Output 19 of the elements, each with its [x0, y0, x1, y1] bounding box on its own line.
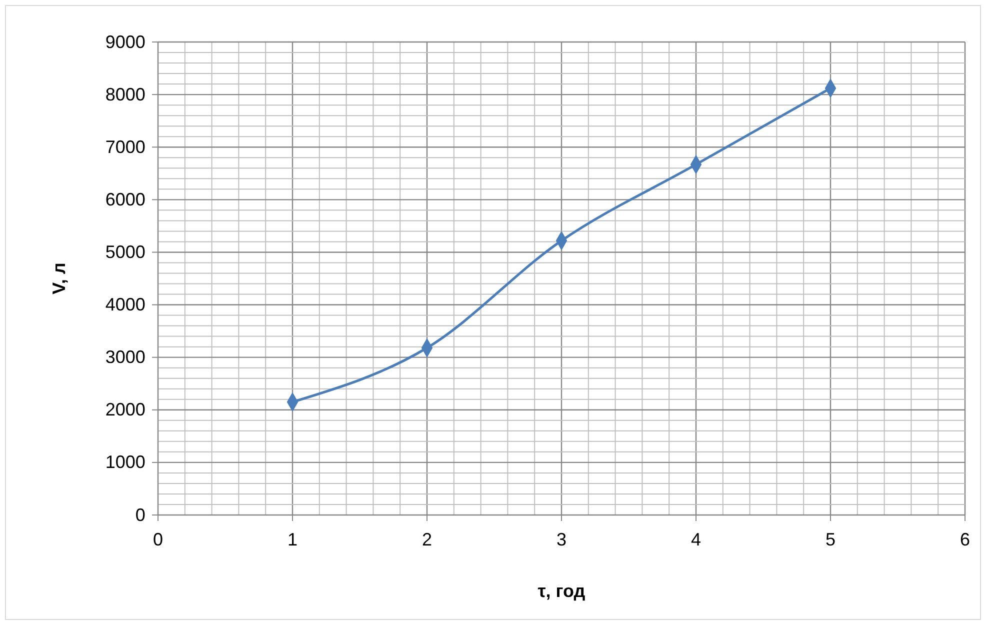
y-tick-label: 7000: [105, 136, 146, 157]
x-tick-label: 2: [422, 530, 432, 550]
x-tick-label: 1: [287, 530, 298, 550]
y-tick-label: 9000: [105, 32, 146, 52]
y-tick-label: 1000: [105, 452, 146, 472]
y-tick-label: 4000: [105, 294, 146, 315]
y-tick-label: 2000: [105, 400, 146, 420]
x-axis-title: τ, год: [538, 581, 586, 601]
y-tick-label: 0: [135, 504, 146, 525]
x-tick-label: 3: [556, 530, 567, 550]
x-tick-label: 5: [825, 530, 836, 550]
x-tick-label: 0: [152, 530, 164, 550]
x-tick-label: 4: [690, 530, 702, 550]
y-tick-label: 8000: [105, 84, 146, 104]
y-tick-label: 5000: [105, 242, 146, 262]
x-tick-label: 6: [960, 530, 970, 550]
y-tick-label: 3000: [105, 347, 146, 368]
y-tick-label: 6000: [105, 189, 146, 210]
y-axis-title: V, л: [49, 262, 69, 294]
